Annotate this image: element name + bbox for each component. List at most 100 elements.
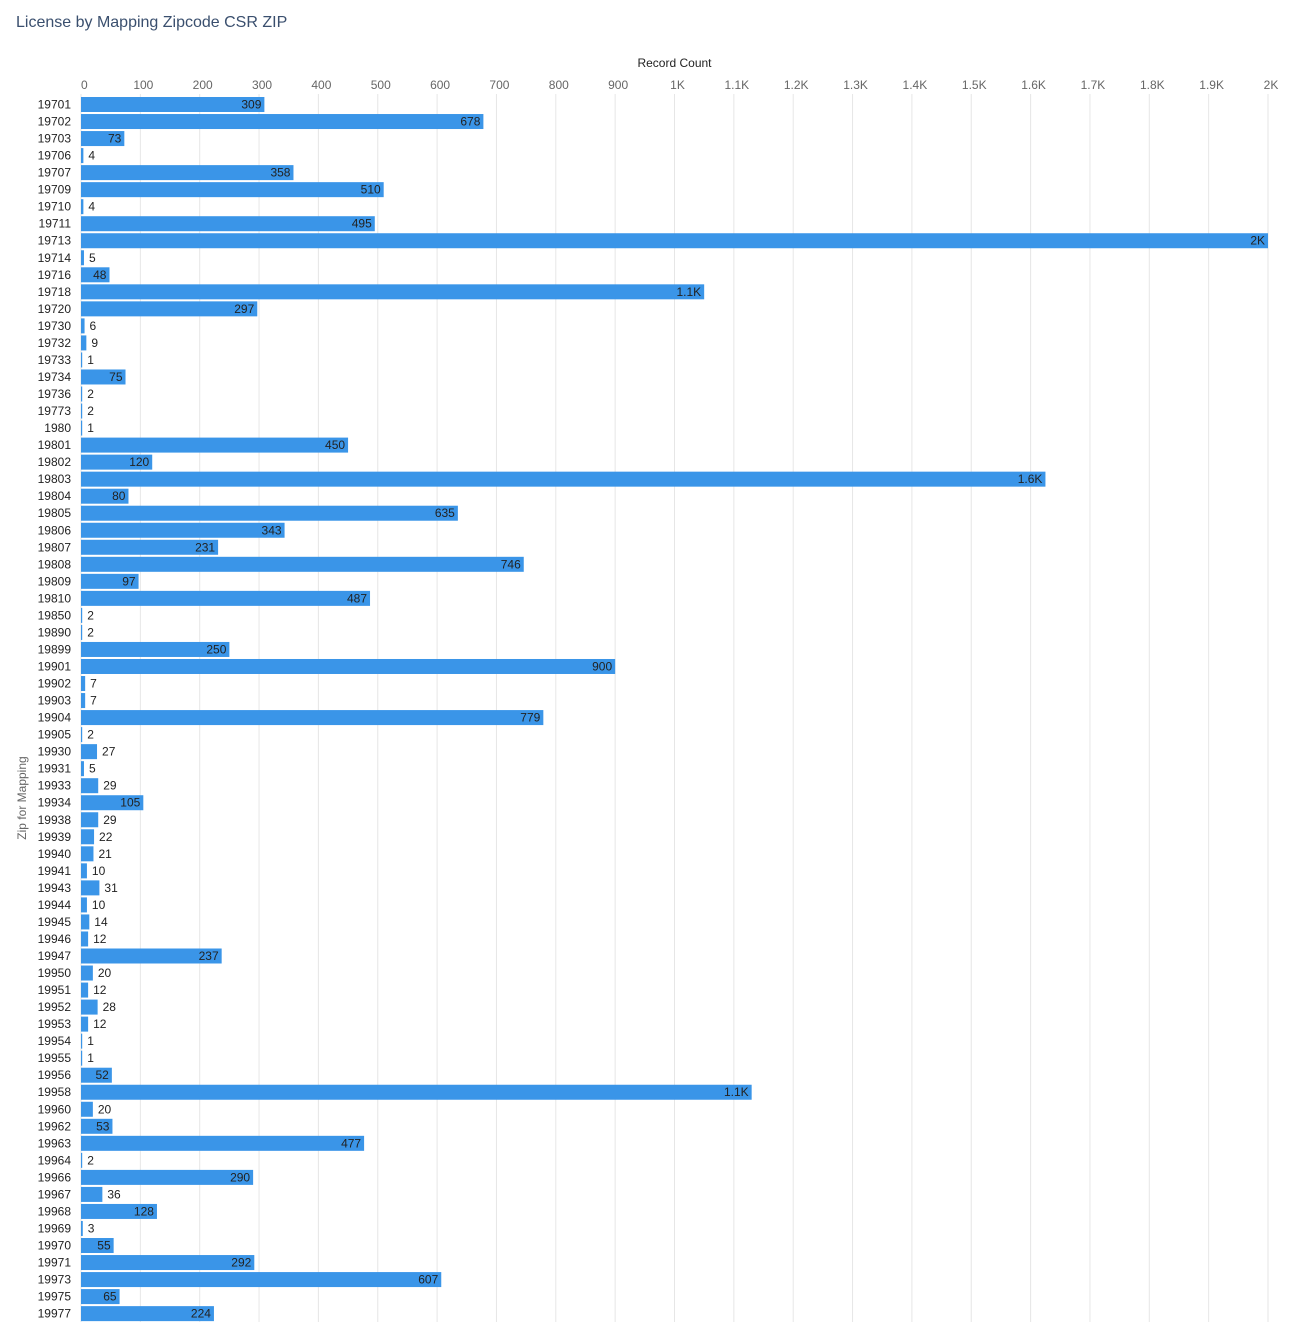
- bar[interactable]: [81, 284, 705, 300]
- bar[interactable]: [81, 250, 84, 266]
- y-tick-label: 19701: [38, 98, 72, 112]
- bar[interactable]: [81, 335, 87, 351]
- bar[interactable]: [81, 114, 484, 130]
- bar[interactable]: [81, 624, 83, 640]
- bar[interactable]: [81, 1169, 254, 1185]
- y-tick-label: 19905: [38, 728, 72, 742]
- y-tick-label: 19734: [38, 370, 72, 384]
- bar[interactable]: [81, 1289, 120, 1305]
- x-axis-ticks: 0 100 200 300 400 500 600 700 800 900 1K 1.1K 1.2K 1.…: [81, 78, 1278, 92]
- bar[interactable]: [81, 1186, 103, 1202]
- x-tick-label: 1.2K: [784, 78, 809, 92]
- bar[interactable]: [81, 1220, 83, 1236]
- y-tick-label: 19903: [38, 694, 72, 708]
- bar[interactable]: [81, 1118, 113, 1134]
- bar[interactable]: [81, 1135, 365, 1151]
- bar[interactable]: [81, 1016, 89, 1032]
- bar[interactable]: [81, 403, 83, 419]
- bar[interactable]: [81, 369, 126, 385]
- bar[interactable]: [81, 1152, 83, 1168]
- bar[interactable]: [81, 965, 93, 981]
- bar[interactable]: [81, 165, 294, 181]
- bar[interactable]: [81, 880, 100, 896]
- bar[interactable]: [81, 1084, 752, 1100]
- bar[interactable]: [81, 420, 83, 436]
- bar[interactable]: [81, 710, 544, 726]
- bar[interactable]: [81, 744, 98, 760]
- bar[interactable]: [81, 607, 83, 623]
- bar[interactable]: [81, 897, 87, 913]
- bar[interactable]: [81, 931, 89, 947]
- bar[interactable]: [81, 556, 524, 572]
- y-tick-label: 19967: [38, 1187, 72, 1201]
- bar[interactable]: [81, 641, 230, 657]
- bar[interactable]: [81, 216, 375, 232]
- bar[interactable]: [81, 488, 129, 504]
- bar[interactable]: [81, 676, 86, 692]
- bar[interactable]: [81, 863, 87, 879]
- y-axis-ticks: 19701 19702 19703 19706 19707 19709 19710 19711…: [38, 98, 72, 1321]
- bar[interactable]: [81, 999, 98, 1015]
- bar[interactable]: [81, 539, 219, 555]
- bar-value-label: 510: [361, 183, 381, 197]
- bar[interactable]: [81, 1067, 112, 1083]
- bar-value-label: 2: [87, 404, 94, 418]
- bar[interactable]: [81, 522, 285, 538]
- bar[interactable]: [81, 693, 86, 709]
- y-tick-label: 19938: [38, 813, 72, 827]
- bar[interactable]: [81, 267, 110, 283]
- bar[interactable]: [81, 454, 153, 470]
- bar[interactable]: [81, 1050, 83, 1066]
- bar[interactable]: [81, 658, 616, 674]
- bar[interactable]: [81, 386, 83, 402]
- bar-value-label: 80: [112, 489, 126, 503]
- bar[interactable]: [81, 795, 144, 811]
- chart-title: License by Mapping Zipcode CSR ZIP: [16, 14, 288, 31]
- y-tick-label: 19968: [38, 1204, 72, 1218]
- bar[interactable]: [81, 471, 1046, 487]
- bar[interactable]: [81, 846, 94, 862]
- bar[interactable]: [81, 148, 84, 164]
- bar[interactable]: [81, 505, 458, 521]
- bar[interactable]: [81, 233, 1268, 249]
- bar[interactable]: [81, 812, 99, 828]
- bar[interactable]: [81, 1203, 157, 1219]
- y-tick-label: 19953: [38, 1017, 72, 1031]
- bar[interactable]: [81, 982, 89, 998]
- bar[interactable]: [81, 318, 85, 334]
- bar[interactable]: [81, 761, 84, 777]
- bar[interactable]: [81, 97, 265, 112]
- bar-value-label: 607: [418, 1273, 438, 1287]
- bar[interactable]: [81, 182, 384, 198]
- bar[interactable]: [81, 948, 222, 964]
- bar[interactable]: [81, 573, 139, 589]
- bar[interactable]: [81, 727, 83, 743]
- bar[interactable]: [81, 590, 371, 606]
- bar-value-label: 487: [347, 591, 367, 605]
- bar[interactable]: [81, 1033, 83, 1049]
- y-tick-label: 19736: [38, 387, 72, 401]
- bar[interactable]: [81, 1238, 114, 1254]
- x-tick-label: 900: [608, 78, 628, 92]
- y-tick-label: 19930: [38, 745, 72, 759]
- bar-value-label: 231: [195, 540, 215, 554]
- bar-value-label: 120: [129, 455, 149, 469]
- x-tick-label: 200: [193, 78, 213, 92]
- bar[interactable]: [81, 131, 125, 147]
- bar[interactable]: [81, 352, 83, 368]
- bar-value-label: 105: [120, 796, 140, 810]
- bar[interactable]: [81, 829, 95, 845]
- bar[interactable]: [81, 1255, 255, 1271]
- bar[interactable]: [81, 1306, 214, 1322]
- bar[interactable]: [81, 199, 84, 215]
- bar[interactable]: [81, 914, 90, 930]
- y-tick-label: 19962: [38, 1119, 72, 1133]
- bar[interactable]: [81, 301, 258, 317]
- bar[interactable]: [81, 1272, 442, 1288]
- y-tick-label: 19939: [38, 830, 72, 844]
- bar[interactable]: [81, 778, 99, 794]
- bar[interactable]: [81, 1101, 93, 1117]
- bar-value-label: 2K: [1250, 234, 1265, 248]
- bar[interactable]: [81, 437, 349, 453]
